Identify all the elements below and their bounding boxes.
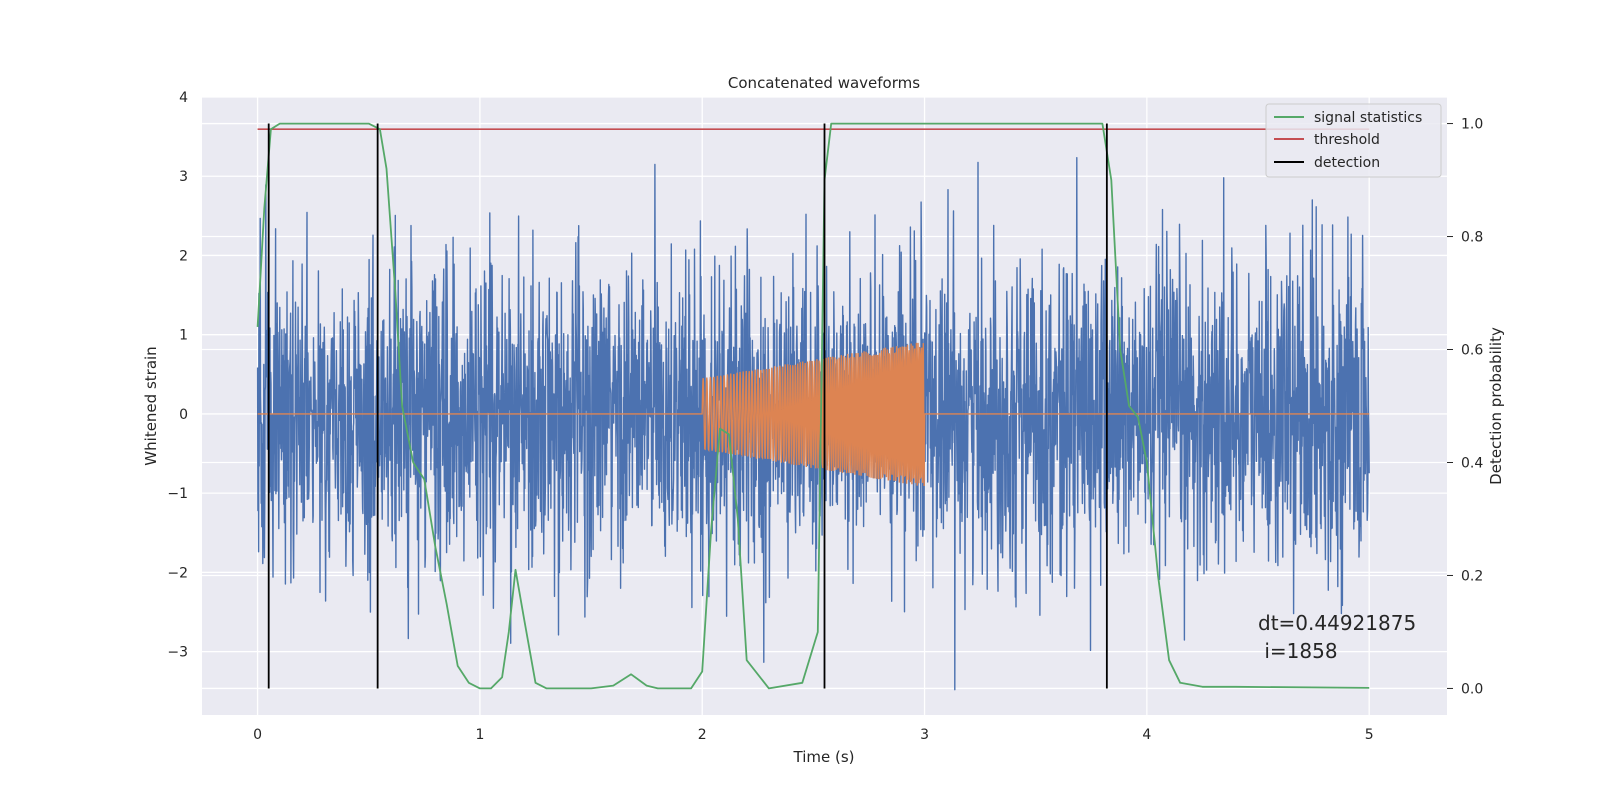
- x-tick-label: 2: [698, 727, 707, 743]
- y2-tick-label: 0.8: [1461, 230, 1483, 246]
- x-tick-label: 1: [475, 727, 484, 743]
- x-tick-label: 4: [1142, 727, 1151, 743]
- signal-statistics-line: [256, 122, 1370, 690]
- legend-label-detection: detection: [1314, 155, 1380, 171]
- y2-tick-label: 0.2: [1461, 568, 1483, 584]
- legend-label-signal-statistics: signal statistics: [1314, 110, 1422, 126]
- chart-title: Concatenated waveforms: [728, 74, 920, 92]
- axis-ticks: 0 1 2 3 4 5 4 3 2 1 0 −1 −2 −3 1.0 0.8 0.6 0.4 0.2 0.0: [167, 90, 1483, 743]
- x-tick-label: 3: [920, 727, 929, 743]
- y-tick-label: −3: [167, 645, 188, 661]
- y-tick-label: −2: [167, 565, 188, 581]
- y-tick-label: −1: [167, 486, 188, 502]
- injected-signal-line: [257, 342, 1370, 487]
- y2-tick-label: 1.0: [1461, 117, 1483, 133]
- legend-label-threshold: threshold: [1314, 132, 1380, 148]
- y2-tick-label: 0.0: [1461, 681, 1483, 697]
- annotation-dt: dt=0.44921875: [1258, 611, 1416, 635]
- y-tick-label: 3: [179, 169, 188, 185]
- legend-box: [1265, 103, 1442, 178]
- y-tick-label: 0: [179, 407, 188, 423]
- y-axis-label: Whitened strain: [142, 346, 160, 465]
- y-tick-label: 1: [179, 328, 188, 344]
- y2-tick-label: 0.6: [1461, 343, 1483, 359]
- detection-probability-series: [256, 122, 1370, 690]
- x-tick-label: 0: [253, 727, 262, 743]
- y-tick-label: 2: [179, 248, 188, 264]
- x-axis-label: Time (s): [793, 748, 855, 766]
- injected-signal-series: [257, 342, 1370, 487]
- annotation-index: i=1858: [1258, 639, 1338, 663]
- y2-axis-label: Detection probability: [1487, 327, 1505, 485]
- x-tick-label: 5: [1365, 727, 1374, 743]
- y-tick-label: 4: [179, 90, 188, 106]
- legend: signal statistics threshold detection: [1265, 103, 1442, 178]
- y2-tick-label: 0.4: [1461, 455, 1483, 471]
